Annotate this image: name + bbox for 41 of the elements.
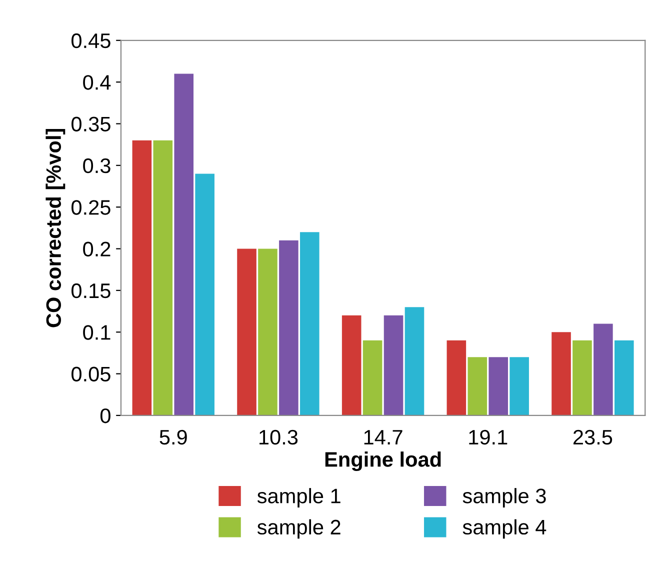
bar: [384, 315, 404, 416]
bar: [300, 232, 320, 416]
legend-label: sample 2: [257, 519, 340, 539]
legend-label: sample 3: [462, 488, 546, 508]
bar: [468, 357, 488, 416]
x-tick-label: 19.1: [469, 430, 508, 445]
x-tick-label: 14.7: [364, 430, 402, 444]
y-tick-label: 0.15: [72, 283, 110, 298]
bar: [132, 140, 152, 416]
legend-label: sample 1: [257, 488, 340, 508]
bar: [552, 332, 571, 416]
bar: [279, 240, 298, 416]
x-tick-label: 23.5: [573, 430, 612, 445]
legend-label: sample 4: [462, 519, 546, 539]
y-tick-label: 0.1: [83, 325, 110, 340]
y-tick-label: 0.2: [83, 242, 110, 257]
bar: [614, 340, 634, 416]
bar: [195, 174, 214, 416]
bar: [488, 357, 508, 416]
bar: [342, 315, 362, 416]
bar: [153, 140, 173, 416]
bar: [258, 248, 278, 416]
y-tick-label: 0.05: [72, 366, 110, 382]
y-tick-label: 0.45: [72, 33, 110, 48]
x-axis-title: Engine load: [325, 452, 441, 472]
x-tick-label: 5.9: [160, 430, 187, 445]
y-tick-label: 0.25: [72, 200, 110, 215]
bar: [510, 357, 529, 416]
y-tick-label: 0: [100, 408, 110, 424]
y-axis-title: CO corrected [%vol]: [46, 128, 66, 328]
bar: [404, 307, 424, 416]
y-tick-label: 0.35: [72, 116, 110, 132]
x-tick-label: 10.3: [260, 430, 298, 445]
y-tick-label: 0.3: [83, 158, 110, 174]
y-tick-label: 0.4: [83, 75, 111, 90]
bar: [446, 340, 466, 416]
bar: [594, 324, 613, 416]
bar: [362, 340, 382, 416]
bar: [572, 340, 592, 416]
bar: [174, 74, 194, 416]
bar: [237, 248, 256, 416]
